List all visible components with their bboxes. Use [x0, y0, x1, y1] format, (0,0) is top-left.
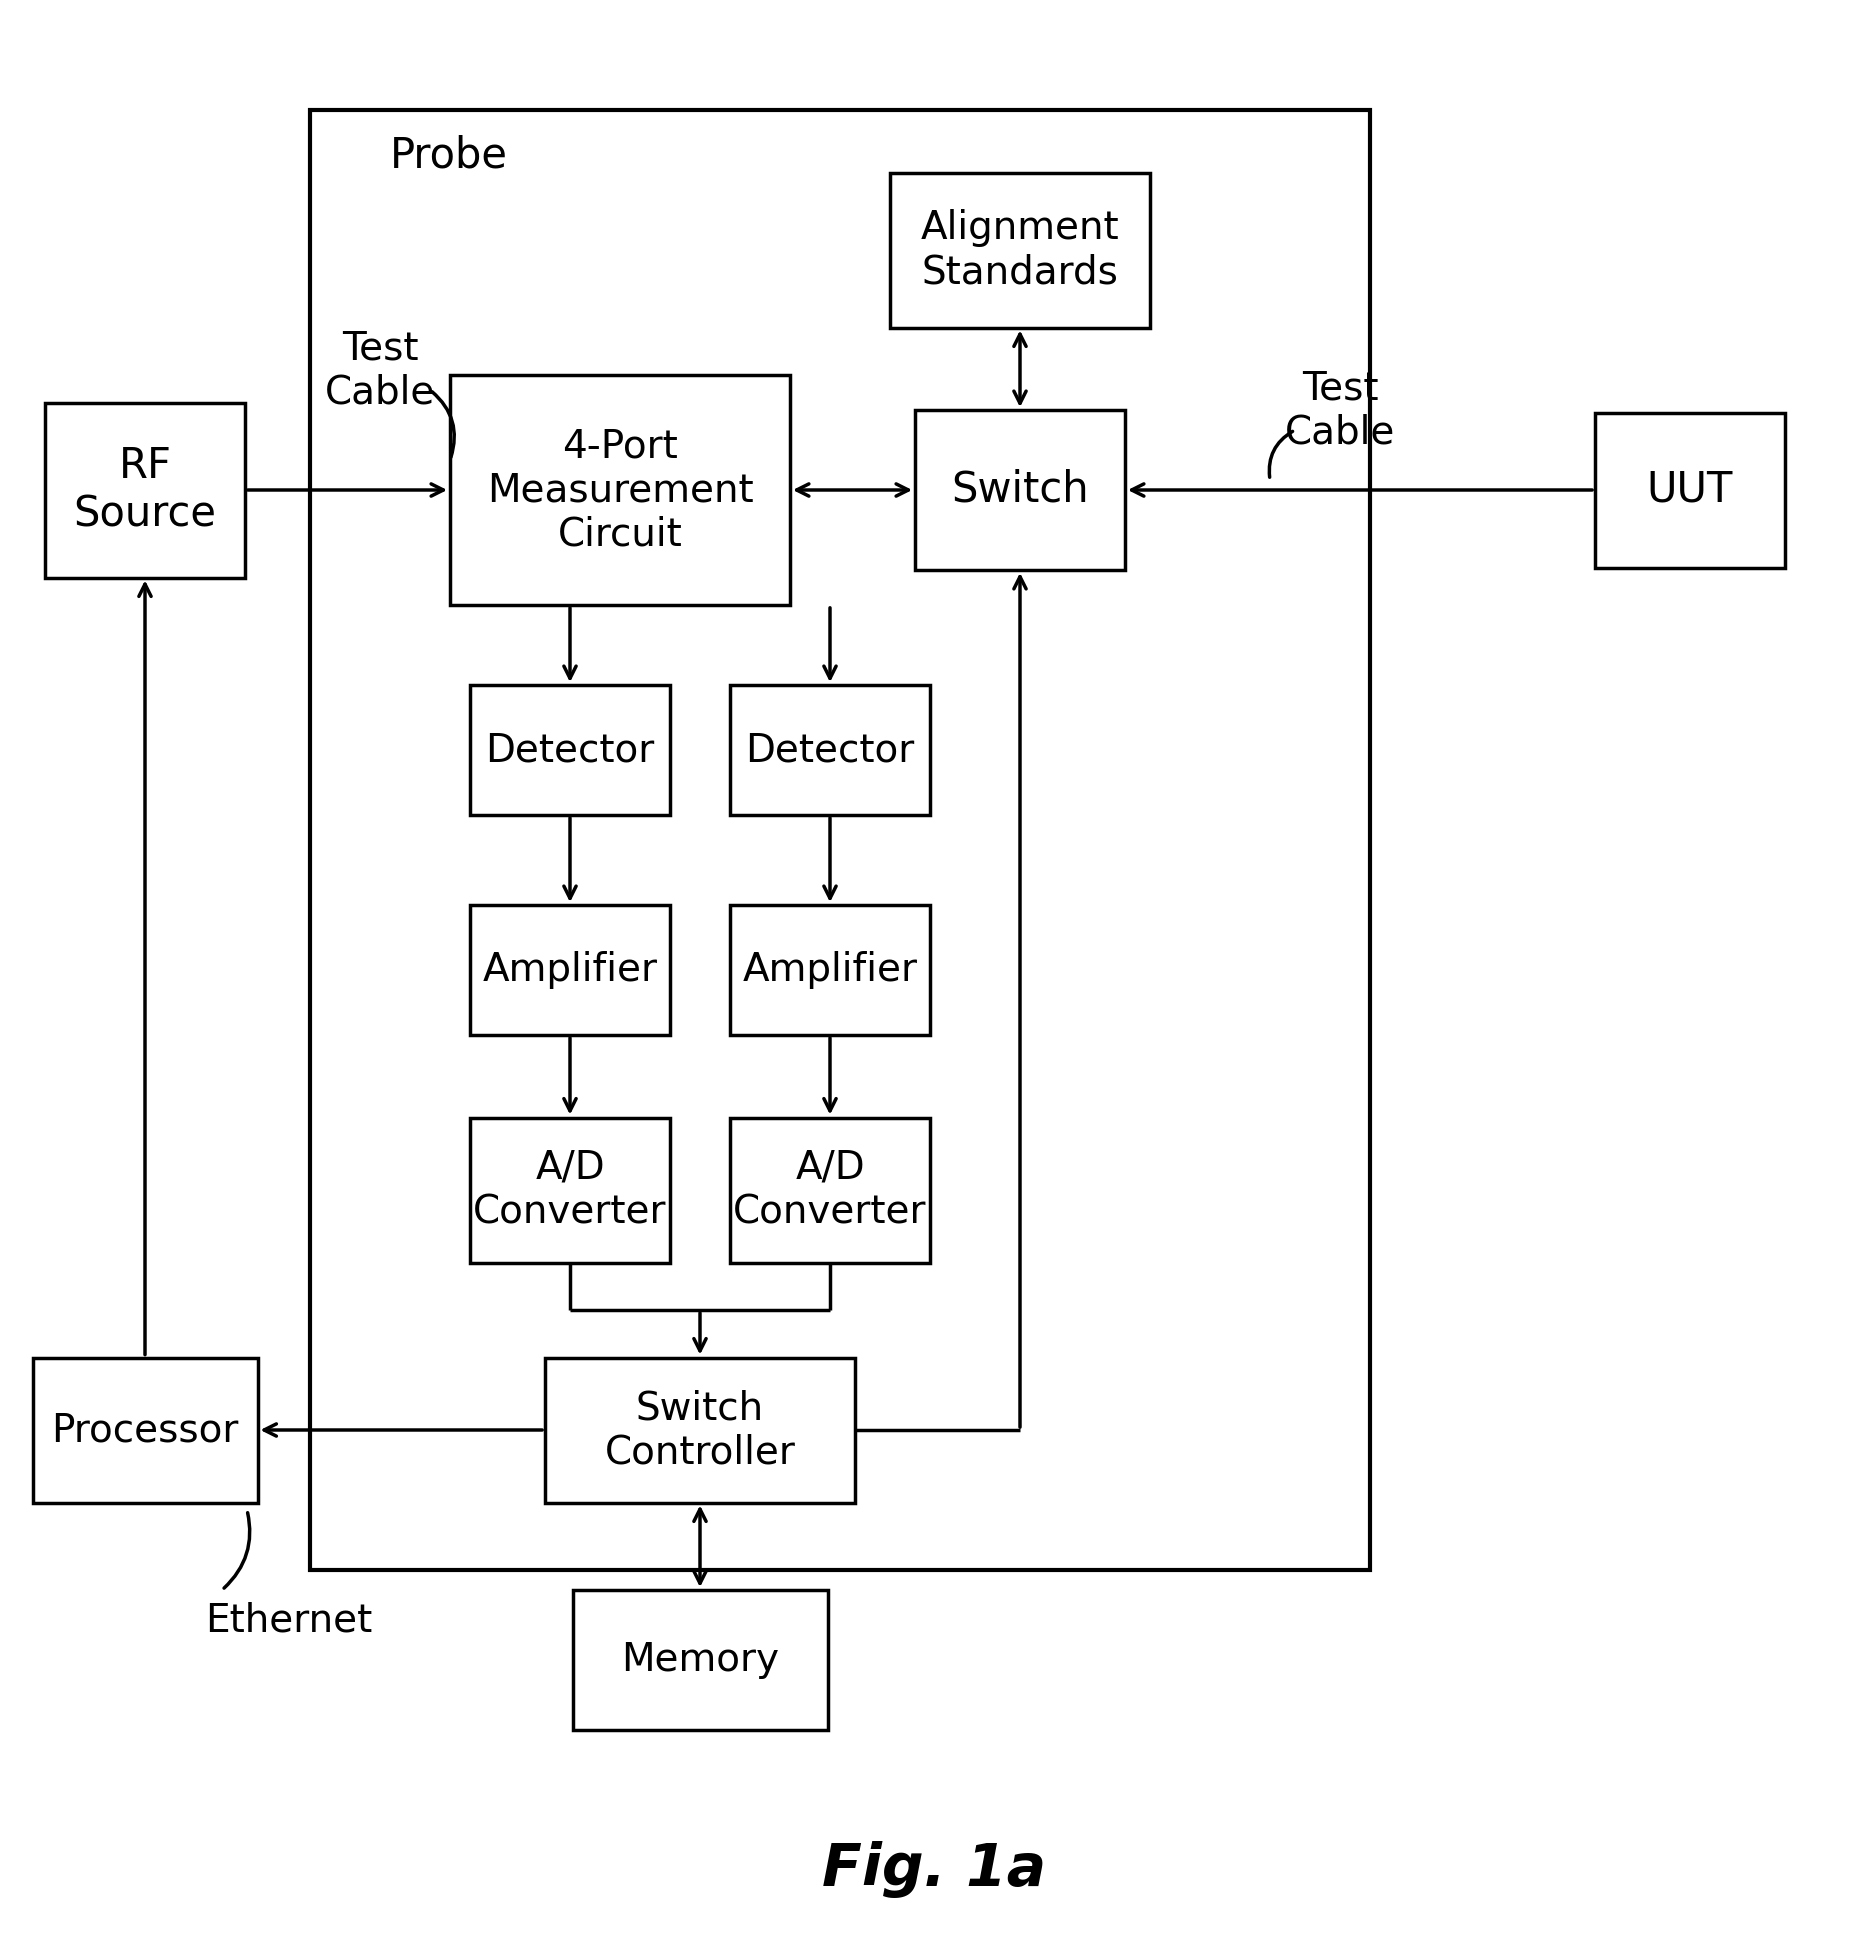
Bar — [891, 173, 1150, 327]
Text: A/D
Converter: A/D Converter — [734, 1149, 926, 1231]
Text: Detector: Detector — [745, 730, 915, 769]
Text: RF
Source: RF Source — [73, 444, 217, 536]
Bar — [915, 409, 1126, 571]
Text: Ethernet: Ethernet — [205, 1601, 372, 1638]
Bar — [450, 376, 790, 606]
Bar — [730, 686, 930, 814]
Text: Detector: Detector — [485, 730, 655, 769]
Text: Test
Cable: Test Cable — [1284, 368, 1395, 452]
Text: Amplifier: Amplifier — [743, 951, 917, 990]
Text: Test
Cable: Test Cable — [325, 329, 435, 411]
Text: Alignment
Standards: Alignment Standards — [920, 208, 1120, 290]
Bar — [310, 109, 1370, 1570]
Bar — [545, 1358, 855, 1502]
Bar — [730, 906, 930, 1034]
Bar — [730, 1118, 930, 1262]
Bar — [573, 1590, 827, 1730]
Bar — [32, 1358, 258, 1502]
Text: Fig. 1a: Fig. 1a — [821, 1841, 1046, 1899]
Text: Amplifier: Amplifier — [482, 951, 657, 990]
Text: UUT: UUT — [1647, 469, 1733, 510]
Bar — [1594, 413, 1785, 567]
Text: 4-Port
Measurement
Circuit: 4-Port Measurement Circuit — [487, 427, 752, 553]
Bar — [45, 403, 245, 577]
Text: A/D
Converter: A/D Converter — [472, 1149, 667, 1231]
Text: Switch: Switch — [950, 469, 1088, 510]
Text: Probe: Probe — [390, 134, 508, 177]
Text: Processor: Processor — [50, 1410, 239, 1449]
Text: Switch
Controller: Switch Controller — [605, 1389, 795, 1471]
Text: Memory: Memory — [622, 1640, 779, 1679]
Bar — [470, 1118, 670, 1262]
Bar — [470, 906, 670, 1034]
Bar — [470, 686, 670, 814]
